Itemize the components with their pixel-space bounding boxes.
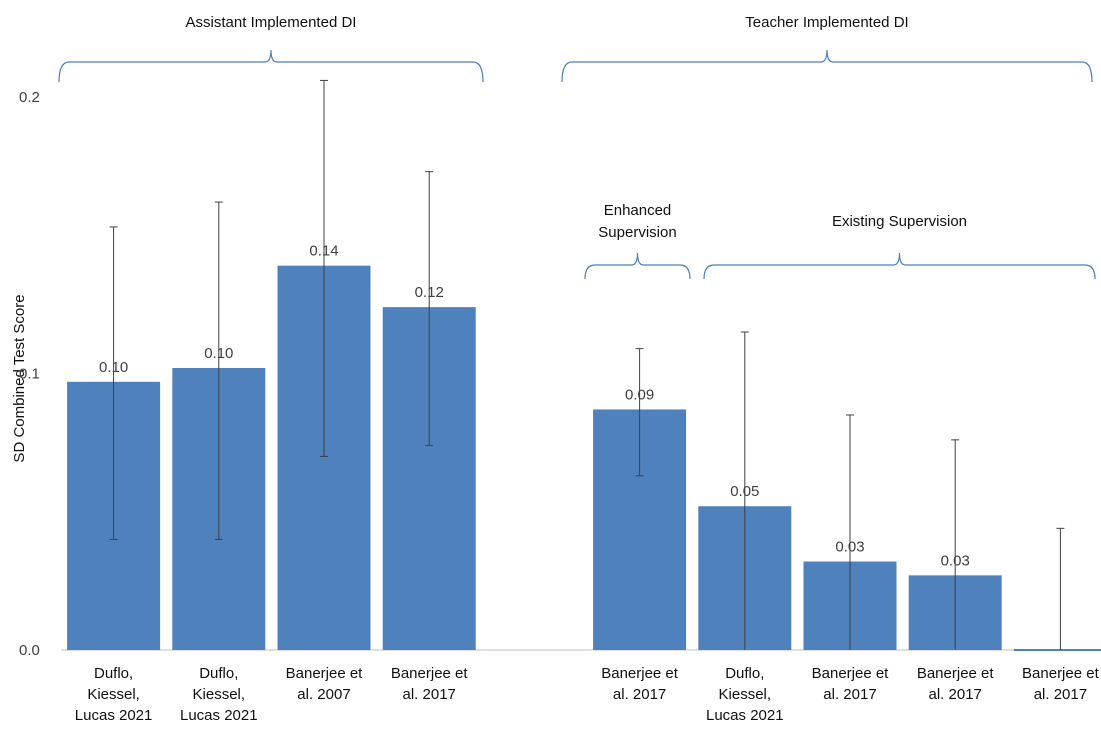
category-label: Duflo, Kiessel, Lucas 2021: [180, 665, 258, 724]
data-label: 0.03: [835, 539, 864, 556]
group-label: Assistant Implemented DI: [186, 14, 357, 31]
group-bracket: [703, 252, 1096, 280]
category-label: Banerjee et al. 2017: [1022, 665, 1100, 703]
group-bracket: [584, 252, 691, 280]
category-label: Banerjee et al. 2017: [601, 665, 679, 703]
group-bracket: [58, 49, 484, 83]
data-label: 0.14: [309, 243, 338, 260]
group-label: Teacher Implemented DI: [745, 14, 908, 31]
group-bracket: [561, 49, 1093, 83]
category-label: Banerjee et al. 2017: [812, 665, 890, 703]
data-label: 0.05: [730, 483, 759, 500]
data-label: 0.10: [99, 359, 128, 376]
y-tick-label: 0.1: [19, 366, 40, 383]
group-label: Existing Supervision: [832, 213, 967, 230]
group-label: Enhanced Supervision: [598, 202, 676, 241]
category-label: Duflo, Kiessel, Lucas 2021: [75, 665, 153, 724]
data-label: 0.03: [941, 552, 970, 569]
y-tick-label: 0.2: [19, 89, 40, 106]
category-label: Banerjee et al. 2007: [286, 665, 364, 703]
category-label: Banerjee et al. 2017: [391, 665, 469, 703]
category-label: Duflo, Kiessel, Lucas 2021: [706, 665, 784, 724]
category-label: Banerjee et al. 2017: [917, 665, 995, 703]
data-label: 0.09: [625, 386, 654, 403]
data-label: 0.10: [204, 345, 233, 362]
y-axis-label: SD Combined Test Score: [11, 294, 28, 462]
data-label: 0.12: [415, 284, 444, 301]
y-tick-label: 0.0: [19, 642, 40, 659]
